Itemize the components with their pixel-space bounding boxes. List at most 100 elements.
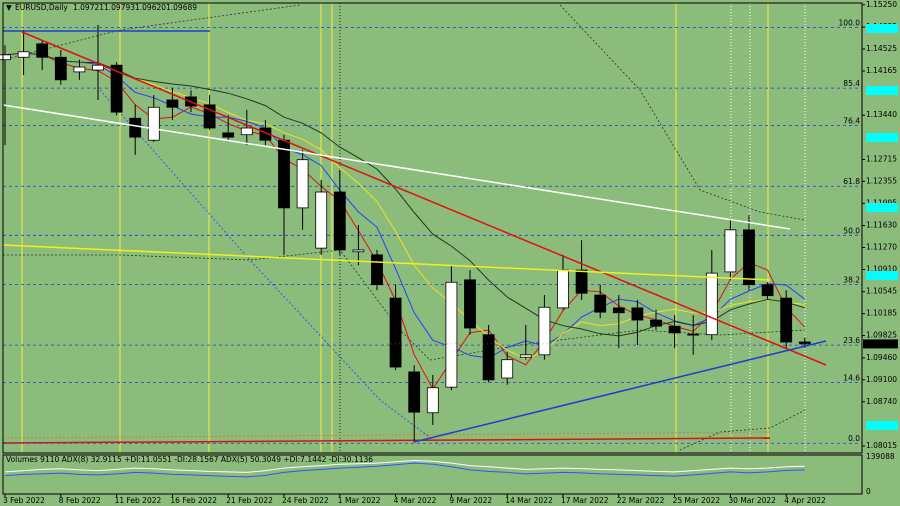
quote-close: 1.09689 [166,3,197,12]
trend-lines [2,30,827,443]
candle-body [668,325,681,334]
quote-low: 1.09620 [135,3,166,12]
candle-body [631,307,644,321]
candle-body [482,334,495,381]
indicator-frame [2,454,863,495]
candle-body [724,229,737,273]
channel-line [99,89,441,446]
indicator-tick-label: 139088 [866,452,895,461]
y-tick-label: 1.09100 [866,375,897,384]
candle-body [761,284,774,297]
candle-body [352,249,365,253]
line-label-box [866,133,898,142]
candle-body [501,359,514,379]
y-tick-label: 1.09825 [866,331,897,340]
candle-body [612,307,625,314]
candle-body [222,132,235,138]
candle-body [203,104,216,129]
candle-body [426,387,439,414]
quote-high: 1.09793 [104,3,135,12]
candle-body [110,64,123,113]
line-label-box [866,203,898,212]
x-tick-label: 22 Mar 2022 [617,496,665,505]
candle-body [687,333,700,336]
candle-body [575,269,588,294]
x-tick-label: 14 Mar 2022 [505,496,553,505]
y-tick-label: 1.10545 [866,287,897,296]
trend-line [2,104,791,230]
x-tick-label: 4 Mar 2022 [394,496,437,505]
candle-body [780,297,793,343]
candle-body [315,191,328,249]
candle-body [129,117,142,138]
candle-body [166,99,179,108]
candle-body [73,66,86,73]
y-tick-label: 1.10185 [866,309,897,318]
line-label-box [866,271,898,280]
y-tick-label: 1.15250 [866,0,897,9]
y-tick-label: 1.09460 [866,353,897,362]
x-tick-label: 8 Feb 2022 [59,496,101,505]
candle-body [54,56,67,81]
x-tick-label: 4 Apr 2022 [784,496,826,505]
fibo-label: 50.0 [843,226,860,235]
candle-body [296,159,309,209]
y-tick-label: 1.08740 [866,397,897,406]
fibo-label: 100.0 [839,18,861,27]
x-tick-label: 17 Mar 2022 [561,496,609,505]
trend-line [21,31,827,366]
line-label-box [866,421,898,430]
indicator-label: Volumes 9110 ADX(8) 32.9115 +DI:11.0551 … [6,455,373,464]
trend-line [413,340,827,443]
y-tick-label: 1.10910 [866,264,897,273]
y-tick-label: 1.11270 [866,243,897,252]
x-tick-label: 21 Feb 2022 [226,496,273,505]
candle-body [389,297,402,368]
moving-averages [4,52,806,390]
fibo-label: 23.6 [843,336,860,345]
header-arrow: ▼ [6,3,12,12]
y-tick-label: 1.13440 [866,110,897,119]
y-tick-label: 1.11995 [866,198,897,207]
candle-body [259,127,272,141]
candle-body [147,106,160,141]
x-tick-label: 16 Feb 2022 [170,496,217,505]
candle-body [445,281,458,388]
line-label-box [866,86,898,95]
y-tick-label: 1.12715 [866,154,897,163]
y-tick-label: 1.14525 [866,44,897,53]
candle-body [705,272,718,336]
candles [0,24,862,443]
moving-average [4,52,805,337]
price-line-labels [866,24,898,430]
indicator-line [4,459,805,473]
x-tick-label: 24 Feb 2022 [282,496,329,505]
y-tick-label: 1.14165 [866,66,897,75]
candle-body [594,294,607,313]
trend-line [2,244,771,281]
fibo-label: 38.2 [843,275,860,284]
fibo-label: 76.4 [843,117,860,126]
candle-body [743,229,755,286]
x-tick-label: 9 Mar 2022 [449,496,492,505]
candle-body [557,269,569,309]
fibo-label: 85.4 [843,79,860,88]
x-tick-label: 30 Mar 2022 [728,496,776,505]
quote-open: 1.09721 [73,3,104,12]
candle-body [333,191,346,251]
candle-body [798,341,811,345]
x-tick-label: 3 Feb 2022 [3,496,45,505]
candle-body [240,127,253,136]
candle-body [0,54,11,61]
line-label-box [866,24,898,33]
y-tick-label: 1.11630 [866,221,897,230]
candle-body [17,51,30,58]
fibo-label: 14.6 [843,374,860,383]
date-axis: 3 Feb 2022 8 Feb 2022 11 Feb 2022 16 Feb 20… [3,494,826,505]
candle-body [464,279,476,329]
last-price-box [863,339,898,349]
fibo-group: 100.0 85.4 76.4 61.8 50.0 38.2 23.6 14.6 0.0 [3,18,862,444]
x-tick-label: 11 Feb 2022 [115,496,162,505]
